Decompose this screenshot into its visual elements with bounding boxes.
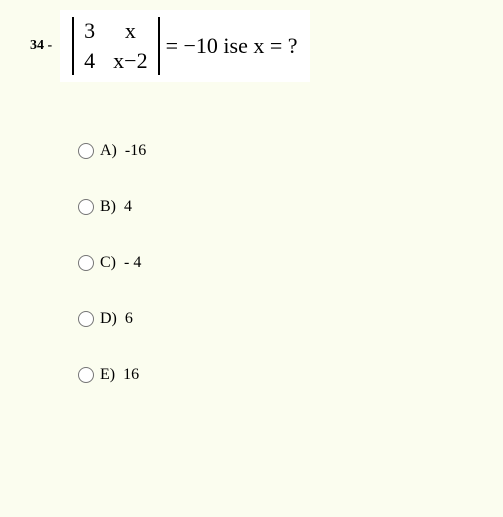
option-row[interactable]: E) 16 [78, 366, 473, 384]
option-value: 4 [124, 198, 132, 216]
option-radio-c[interactable] [78, 255, 94, 271]
det-cell-11: 3 [84, 18, 95, 44]
option-label: E) [100, 366, 115, 384]
option-radio-a[interactable] [78, 143, 94, 159]
option-row[interactable]: D) 6 [78, 310, 473, 328]
question-number: 34 - [30, 38, 52, 54]
det-cell-21: 4 [84, 48, 95, 74]
question-header: 34 - 3 x 4 x−2 = −10 ise x = ? [30, 10, 473, 82]
option-label: C) [100, 254, 116, 272]
option-row[interactable]: A) -16 [78, 142, 473, 160]
option-value: 16 [123, 366, 139, 384]
question-container: 34 - 3 x 4 x−2 = −10 ise x = ? A) -16 [0, 0, 503, 432]
det-cell-12: x [113, 18, 147, 44]
option-radio-b[interactable] [78, 199, 94, 215]
option-value: - 4 [124, 254, 141, 272]
option-value: -16 [125, 142, 146, 160]
option-label: B) [100, 198, 116, 216]
determinant: 3 x 4 x−2 [72, 16, 159, 76]
option-row[interactable]: C) - 4 [78, 254, 473, 272]
option-radio-d[interactable] [78, 311, 94, 327]
option-radio-e[interactable] [78, 367, 94, 383]
option-row[interactable]: B) 4 [78, 198, 473, 216]
option-label: D) [100, 310, 117, 328]
det-cell-22: x−2 [113, 48, 147, 74]
option-label: A) [100, 142, 117, 160]
det-matrix: 3 x 4 x−2 [74, 16, 157, 76]
equation-rhs: = −10 ise x = ? [166, 33, 298, 59]
det-bar-right [158, 17, 160, 75]
math-expression: 3 x 4 x−2 = −10 ise x = ? [60, 10, 309, 82]
options-list: A) -16 B) 4 C) - 4 D) 6 E) 16 [30, 142, 473, 384]
option-value: 6 [125, 310, 133, 328]
